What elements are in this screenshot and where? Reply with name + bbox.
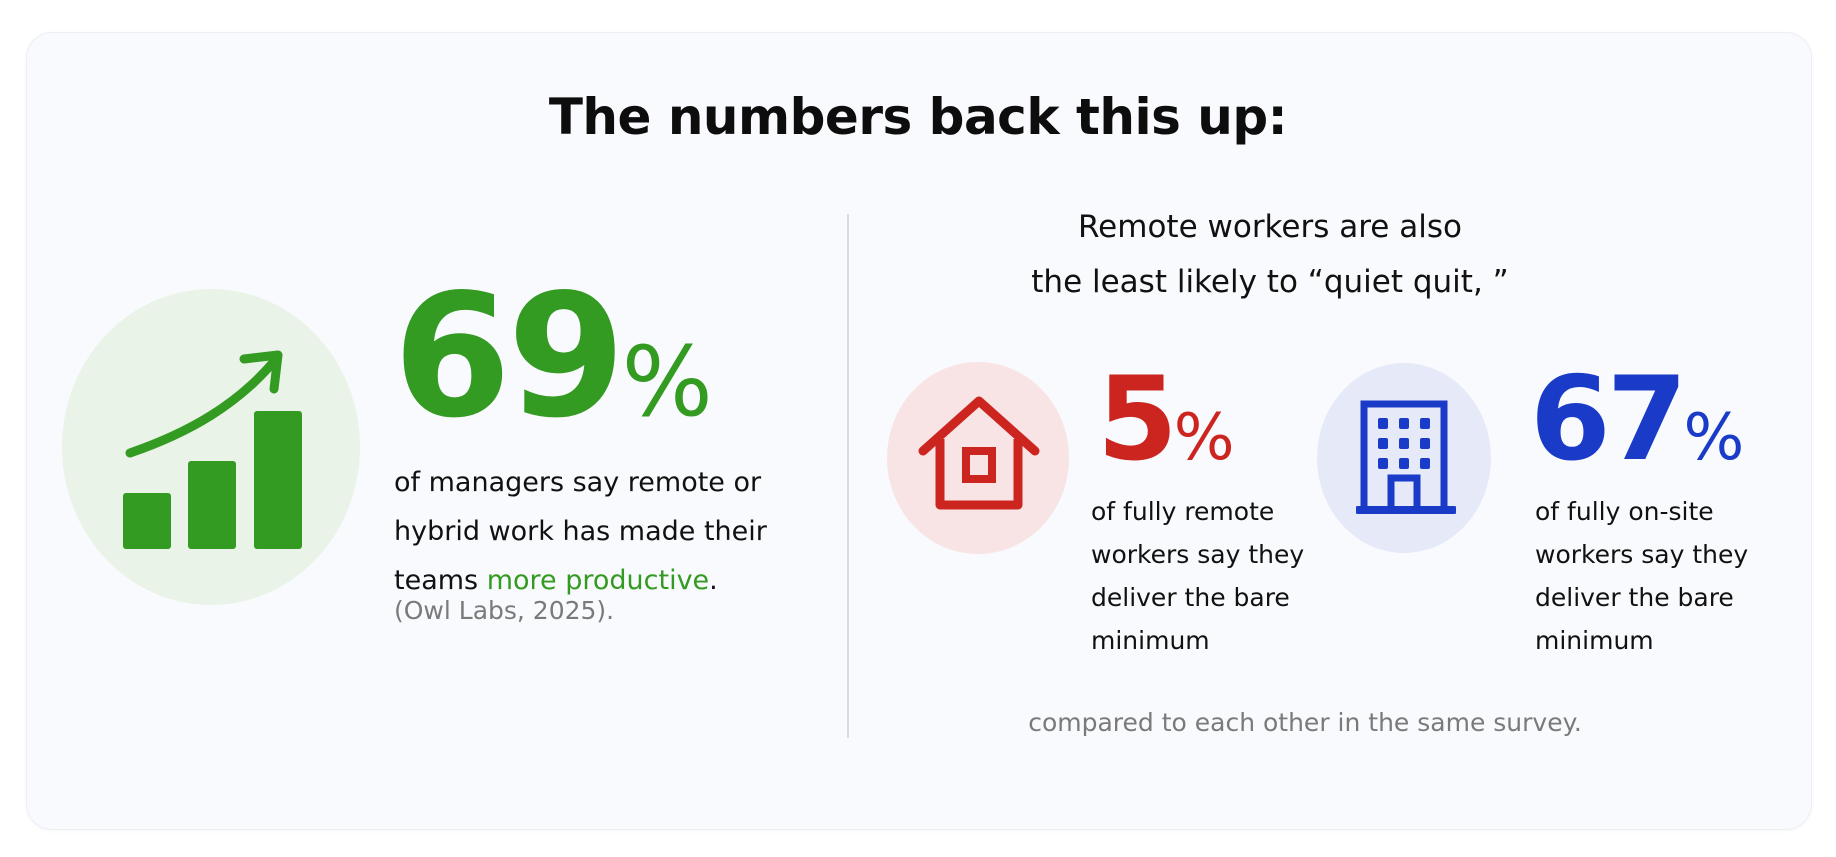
footnote: compared to each other in the same surve… (1028, 708, 1582, 737)
stat-description: of fully remote workers say they deliver… (1091, 497, 1305, 655)
house-icon (918, 396, 1040, 510)
stat-67-percent: 67% (1530, 352, 1745, 487)
bar-chart-growth-icon (123, 350, 302, 549)
divider (847, 214, 849, 738)
page-title: The numbers back this up: (548, 88, 1288, 146)
citation: (Owl Labs, 2025). (394, 596, 615, 625)
office-building-icon (1356, 400, 1456, 514)
icon-background-circle (887, 362, 1069, 554)
icon-background-circle (62, 289, 360, 605)
stat-5-percent: 5% (1097, 352, 1235, 487)
stat-69-percent: 69% (393, 258, 713, 456)
stat-description: of fully on-site workers say they delive… (1535, 497, 1749, 655)
highlight-text: more productive (486, 565, 710, 596)
section-heading: Remote workers are also the least likely … (1031, 209, 1509, 300)
stat-description: of managers say remote or hybrid work ha… (394, 467, 767, 596)
